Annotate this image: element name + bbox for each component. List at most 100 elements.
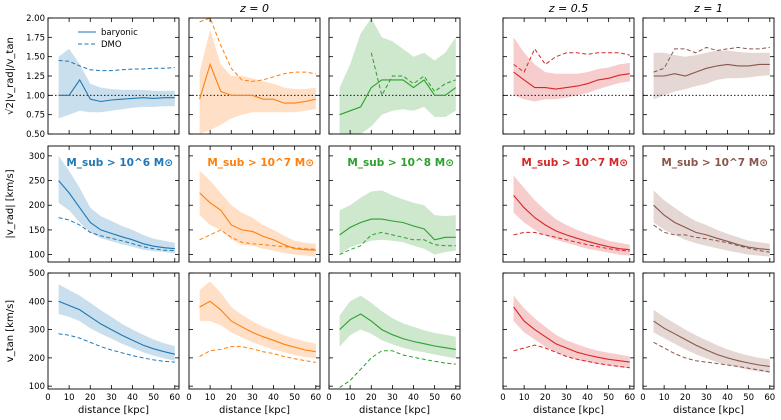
legend-label: DMO [101,40,122,50]
x-tick-label: 20 [540,393,551,403]
panel-frame [328,145,461,263]
panel-frame [47,272,180,390]
x-tick-label: 40 [582,393,593,403]
y-tick-label: 150 [29,226,45,236]
panel-frame [502,145,635,263]
panel-frame [642,145,775,263]
y-tick-label: 0.75 [26,111,45,121]
y-axis-label: v_tan [km/s] [5,300,16,362]
x-tick-label: 30 [247,393,258,403]
baryonic-line [653,320,770,367]
x-tick-label: 20 [680,393,691,403]
x-tick-label: 10 [345,393,356,403]
panel-3-1: M_sub > 10^7 M⊙ [502,145,635,263]
plot-area [513,295,630,369]
dmo-line [653,224,770,253]
x-tick-label: 40 [722,393,733,403]
mass-label: M_sub > 10^7 M⊙ [661,157,768,169]
confidence-band [199,281,316,359]
mass-label: M_sub > 10^7 M⊙ [207,157,314,169]
dmo-line [653,46,770,73]
plot-area [653,190,770,257]
panel-4-2: 0 10 20 30 40 50 60 distance [kpc] [640,272,775,416]
y-tick-label: 100 [29,251,45,261]
mass-label: M_sub > 10^8 M⊙ [347,157,454,169]
confidence-band [653,190,770,257]
x-tick-label: 50 [603,393,614,403]
x-tick-label: 0 [186,393,191,403]
y-tick-label: 100 [29,382,45,392]
y-tick-label: 2.00 [26,14,45,24]
x-tick-label: 60 [450,393,461,403]
y-tick-label: 400 [29,297,45,307]
plot-area [653,309,770,373]
y-tick-label: 0.50 [26,130,45,140]
x-tick-label: 10 [519,393,530,403]
x-tick-label: 30 [561,393,572,403]
plot-area [189,18,320,134]
panel-1-1: M_sub > 10^7 M⊙ [188,145,321,263]
panel-frame [502,272,635,390]
dmo-line [199,346,316,363]
plot-area [58,155,175,254]
x-tick-label: 60 [624,393,635,403]
confidence-band [199,170,316,257]
column-title: z = 1 [693,2,723,15]
plot-area [199,170,316,257]
baryonic-line [199,192,316,251]
plot-area [503,37,634,102]
column-title: z = 0.5 [548,2,588,15]
confidence-band [58,48,175,119]
x-tick-label: 0 [640,393,645,403]
x-tick-label: 10 [64,393,75,403]
y-tick-label: 1.75 [26,33,45,43]
panel-2-1: M_sub > 10^8 M⊙ [328,145,461,263]
x-tick-label: 50 [148,393,159,403]
plot-area [199,281,316,363]
baryonic-line [58,180,175,250]
dmo-line [339,350,456,389]
x-tick-label: 40 [268,393,279,403]
plot-area [643,46,774,100]
baryonic-line [339,79,457,116]
panel-0-1: 100 150 200 250 300 |v_rad| [km/s] M_sub > 10^… [5,145,180,263]
x-axis-label: distance [kpc] [533,405,604,416]
y-tick-label: 200 [29,354,45,364]
x-tick-label: 0 [326,393,331,403]
y-tick-label: 1.50 [26,53,45,63]
mass-label: M_sub > 10^7 M⊙ [521,157,628,169]
legend: baryonic DMO [78,28,138,50]
dmo-line [58,333,175,363]
panel-3-0 [502,17,635,135]
panel-frame [47,145,180,263]
panel-3-2: 0 10 20 30 40 50 60 distance [kpc] [500,272,635,416]
confidence-band [513,37,630,102]
mass-label: M_sub > 10^6 M⊙ [66,157,173,169]
x-tick-label: 50 [429,393,440,403]
x-tick-label: 60 [310,393,321,403]
panel-4-0 [642,17,775,135]
x-tick-label: 60 [764,393,775,403]
y-tick-label: 300 [29,326,45,336]
plot-area [48,48,179,119]
baryonic-line [513,306,630,363]
y-tick-label: 1.25 [26,72,45,82]
plot-area [513,175,630,256]
confidence-band [339,18,456,134]
x-tick-label: 30 [387,393,398,403]
x-tick-label: 50 [743,393,754,403]
baryonic-line [58,78,175,103]
x-axis-label: distance [kpc] [359,405,430,416]
column-title: z = 0 [239,2,269,15]
panel-2-0 [328,17,461,135]
y-axis-label: |v_rad| [km/s] [5,169,16,238]
x-tick-label: 20 [85,393,96,403]
dmo-line [58,217,175,252]
x-tick-label: 10 [659,393,670,403]
plot-area [339,295,456,389]
x-tick-label: 40 [408,393,419,403]
panel-frame [642,272,775,390]
baryonic-line [339,313,456,350]
dmo-line [513,231,630,252]
